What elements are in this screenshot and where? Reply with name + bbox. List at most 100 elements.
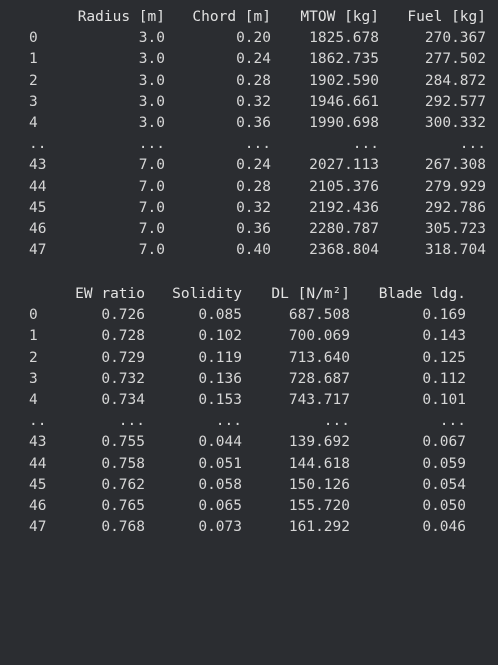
column-header: MTOW [kg] bbox=[300, 9, 379, 25]
table-cell: 0.32 bbox=[236, 93, 271, 110]
table-cell: 150.126 bbox=[288, 476, 350, 493]
row-index: 0 bbox=[29, 30, 38, 47]
table-row: 3 0.732 0.136 728.687 0.112 bbox=[0, 369, 498, 390]
column-header: EW ratio bbox=[75, 286, 145, 302]
table-cell: 700.069 bbox=[288, 328, 350, 345]
table-cell: ... bbox=[215, 413, 242, 430]
row-index: 44 bbox=[29, 178, 47, 195]
table-row: 47 7.0 0.40 2368.804 318.704 bbox=[0, 240, 498, 261]
table-cell: 0.32 bbox=[236, 199, 271, 216]
table-cell: 3.0 bbox=[138, 51, 165, 68]
table-cell: ... bbox=[323, 413, 350, 430]
ellipsis-row: .. ... ... ... ... bbox=[0, 134, 498, 155]
table-cell: 0.732 bbox=[101, 370, 145, 387]
table-cell: 728.687 bbox=[288, 370, 350, 387]
table-header: Radius [m] Chord [m] MTOW [kg] Fuel [kg] bbox=[0, 7, 498, 28]
table-cell: 284.872 bbox=[424, 72, 486, 89]
table-row: 43 7.0 0.24 2027.113 267.308 bbox=[0, 155, 498, 176]
table-cell: 0.762 bbox=[101, 476, 145, 493]
table-cell: 7.0 bbox=[138, 178, 165, 195]
row-index: 47 bbox=[29, 519, 47, 536]
table-cell: 0.102 bbox=[198, 328, 242, 345]
table-cell: 0.40 bbox=[236, 242, 271, 259]
row-index: 46 bbox=[29, 497, 47, 514]
table-row: 47 0.768 0.073 161.292 0.046 bbox=[0, 517, 498, 538]
row-index: 46 bbox=[29, 220, 47, 237]
table-cell: 0.136 bbox=[198, 370, 242, 387]
table-cell: 1946.661 bbox=[309, 93, 379, 110]
table-cell: 139.692 bbox=[288, 434, 350, 451]
table-cell: 3.0 bbox=[138, 30, 165, 47]
table-cell: 0.758 bbox=[101, 455, 145, 472]
table-cell: 0.058 bbox=[198, 476, 242, 493]
row-index: 1 bbox=[29, 328, 38, 345]
table-cell: 3.0 bbox=[138, 72, 165, 89]
ellipsis-row: .. ... ... ... ... bbox=[0, 411, 498, 432]
table-row: 2 3.0 0.28 1902.590 284.872 bbox=[0, 71, 498, 92]
table-cell: 0.119 bbox=[198, 349, 242, 366]
column-header: Fuel [kg] bbox=[407, 9, 486, 25]
table-cell: 0.059 bbox=[422, 455, 466, 472]
column-header: DL [N/m²] bbox=[271, 286, 350, 302]
table-row: 45 7.0 0.32 2192.436 292.786 bbox=[0, 198, 498, 219]
table-cell: 0.755 bbox=[101, 434, 145, 451]
table-cell: 144.618 bbox=[288, 455, 350, 472]
table-cell: 3.0 bbox=[138, 93, 165, 110]
table-cell: ... bbox=[439, 413, 466, 430]
row-index: 4 bbox=[29, 114, 38, 131]
table-cell: 0.24 bbox=[236, 51, 271, 68]
table-cell: 270.367 bbox=[424, 30, 486, 47]
row-index: 43 bbox=[29, 434, 47, 451]
table-cell: 1862.735 bbox=[309, 51, 379, 68]
table-header: EW ratio Solidity DL [N/m²] Blade ldg. bbox=[0, 284, 498, 305]
row-index: 44 bbox=[29, 455, 47, 472]
table-cell: ... bbox=[118, 413, 145, 430]
column-header: Solidity bbox=[172, 286, 242, 302]
results-table-2: EW ratio Solidity DL [N/m²] Blade ldg. 0… bbox=[0, 284, 498, 538]
table-row: 44 7.0 0.28 2105.376 279.929 bbox=[0, 177, 498, 198]
table-cell: 0.765 bbox=[101, 497, 145, 514]
table-cell: 0.054 bbox=[422, 476, 466, 493]
table-cell: 0.073 bbox=[198, 519, 242, 536]
table-cell: 7.0 bbox=[138, 242, 165, 259]
table-cell: 0.067 bbox=[422, 434, 466, 451]
row-index: 47 bbox=[29, 242, 47, 259]
table-cell: 2368.804 bbox=[309, 242, 379, 259]
table-cell: 0.728 bbox=[101, 328, 145, 345]
table-cell: 0.044 bbox=[198, 434, 242, 451]
table-cell: 0.20 bbox=[236, 30, 271, 47]
table-row: 1 3.0 0.24 1862.735 277.502 bbox=[0, 49, 498, 70]
table-cell: 0.36 bbox=[236, 114, 271, 131]
table-cell: ... bbox=[244, 136, 271, 153]
table-cell: 0.125 bbox=[422, 349, 466, 366]
table-cell: 292.577 bbox=[424, 93, 486, 110]
table-cell: 0.153 bbox=[198, 391, 242, 408]
table-cell: 713.640 bbox=[288, 349, 350, 366]
row-index: 4 bbox=[29, 391, 38, 408]
row-index: 2 bbox=[29, 349, 38, 366]
table-row: 1 0.728 0.102 700.069 0.143 bbox=[0, 326, 498, 347]
table-cell: 0.734 bbox=[101, 391, 145, 408]
table-cell: 318.704 bbox=[424, 242, 486, 259]
column-header: Radius [m] bbox=[77, 9, 165, 25]
row-index: 3 bbox=[29, 93, 38, 110]
table-cell: 7.0 bbox=[138, 199, 165, 216]
table-row: 43 0.755 0.044 139.692 0.067 bbox=[0, 432, 498, 453]
table-cell: 3.0 bbox=[138, 114, 165, 131]
notebook-output: Radius [m] Chord [m] MTOW [kg] Fuel [kg]… bbox=[0, 7, 498, 538]
table-cell: 687.508 bbox=[288, 307, 350, 324]
table-row: 44 0.758 0.051 144.618 0.059 bbox=[0, 454, 498, 475]
table-cell: 0.065 bbox=[198, 497, 242, 514]
row-index: .. bbox=[29, 136, 47, 153]
row-index: 1 bbox=[29, 51, 38, 68]
table-cell: 161.292 bbox=[288, 519, 350, 536]
table-cell: 155.720 bbox=[288, 497, 350, 514]
table-cell: 1902.590 bbox=[309, 72, 379, 89]
table-row: 3 3.0 0.32 1946.661 292.577 bbox=[0, 92, 498, 113]
table-cell: 2192.436 bbox=[309, 199, 379, 216]
table-cell: 0.28 bbox=[236, 178, 271, 195]
table-cell: 7.0 bbox=[138, 220, 165, 237]
table-cell: 0.050 bbox=[422, 497, 466, 514]
table-row: 0 3.0 0.20 1825.678 270.367 bbox=[0, 28, 498, 49]
results-table-1: Radius [m] Chord [m] MTOW [kg] Fuel [kg]… bbox=[0, 7, 498, 261]
